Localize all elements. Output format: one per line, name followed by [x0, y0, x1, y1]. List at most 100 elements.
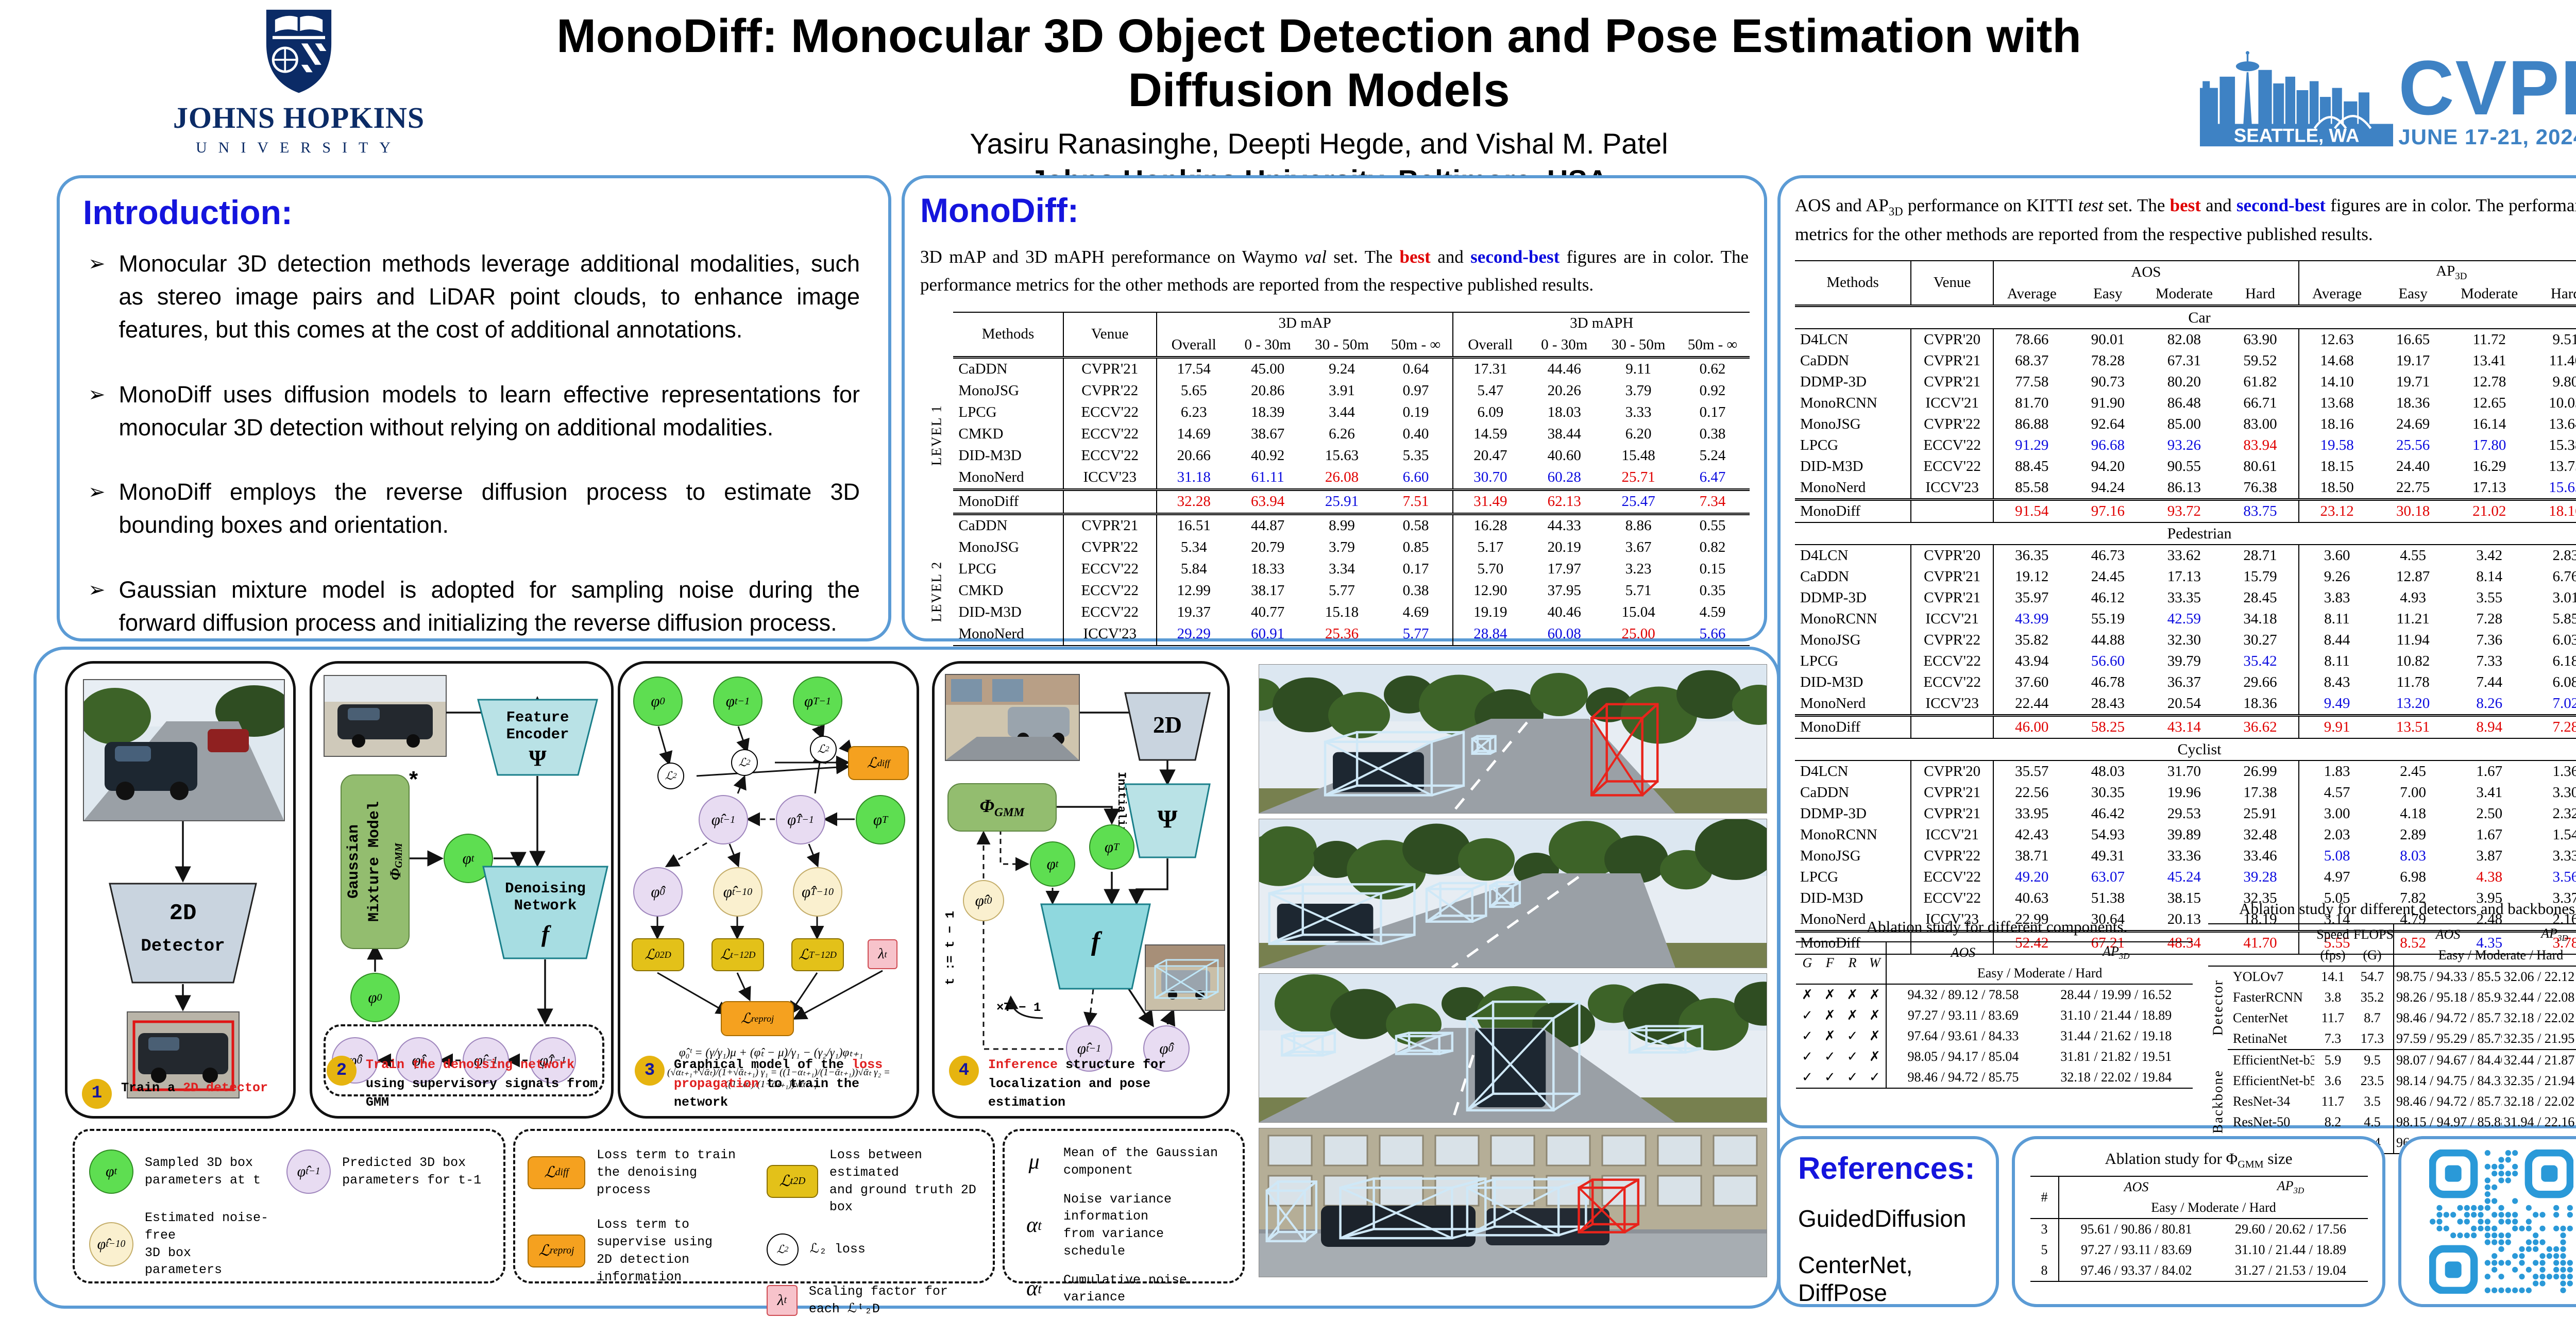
- table-row: DID-M3D ECCV'22 40.63 51.38 38.15 32.35 5.05 7.…: [1795, 888, 2576, 909]
- times-T-1-label: ×T − 1: [996, 1001, 1041, 1015]
- table-row: CaDDN CVPR'21 68.37 78.28 67.31 59.52 14.68 19.…: [1795, 350, 2576, 372]
- poster-title: MonoDiff: Monocular 3D Object Detection …: [556, 10, 2081, 116]
- step1-caption: 1 Train a 2D detector: [82, 1079, 284, 1109]
- table-row: DID-M3D ECCV'22 37.60 46.78 36.37 29.66 8.43 11…: [1795, 672, 2576, 694]
- 2d-detector-label: 2D: [169, 901, 197, 926]
- table-row: MonoJSG CVPR'22 86.88 92.64 85.00 83.00 18.16 2…: [1795, 414, 2576, 435]
- table-row: ✗ ✗ ✗ ✗ 94.32 / 89.12 / 78.58 28.44 / 19.99 /…: [1796, 984, 2193, 1006]
- table-row: DID-M3D ECCV'22 20.66 40.92 15.63 5.35 20.47 40…: [920, 445, 1750, 467]
- authors: Yasiru Ranasinghe, Deepti Hegde, and Vis…: [970, 127, 1668, 160]
- references-panel: References: GuidedDiffusion CenterNet, D…: [1777, 1136, 1999, 1307]
- ablation-detectors-title: Ablation study for different detectors a…: [2239, 900, 2576, 918]
- table-row: LPCG ECCV'22 43.94 56.60 39.79 35.42 8.11 10.82…: [1795, 651, 2576, 672]
- phih-Tm1-node: φ̂ T−1: [530, 1037, 576, 1084]
- cvpr-location: SEATTLE, WA: [2234, 125, 2360, 146]
- reference-line: GuidedDiffusion: [1798, 1205, 1967, 1232]
- phih-tm1-node: φ̂ t−1: [1066, 1025, 1112, 1072]
- title-block: MonoDiff: Monocular 3D Object Detection …: [453, 9, 2184, 197]
- reference-line: CenterNet, DiffPose: [1798, 1252, 1913, 1306]
- t-decrement-label: t := t − 1: [944, 911, 958, 986]
- table-row: LEVEL 2 CaDDN CVPR'21 16.51 44.87 8.99 0.58 16.…: [920, 512, 1750, 622]
- denoiser-shape: [1040, 903, 1151, 990]
- phih0-tm1-node: φ̂ t−1 0: [713, 867, 762, 917]
- legend-item: μ Mean of the Gaussian component: [1028, 1145, 1218, 1178]
- table-row: MonoJSG CVPR'22 5.34 20.79 3.79 0.85 5.17 20.19…: [920, 536, 1750, 559]
- introduction-heading: Introduction:: [83, 193, 293, 231]
- table-row: MonoRCNN ICCV'21 81.70 91.90 86.48 66.71 13.68…: [1795, 393, 2576, 414]
- step2-caption: 2 Train the denoising network using supe…: [327, 1056, 602, 1112]
- table-row: D4LCN CVPR'20 36.35 46.73 33.62 28.71 3.60 4.55…: [1795, 545, 2576, 567]
- section-row: Pedestrian: [1795, 522, 2576, 546]
- table-row: CMKD ECCV'22 14.69 38.67 6.26 0.40 14.59 38.44 6…: [920, 423, 1750, 445]
- monodiff-panel: MonoDiff: 3D mAP and 3D mAPH pereformanc…: [902, 175, 1767, 670]
- jhu-name: JOHNS HOPKINS: [173, 101, 425, 134]
- intro-bullet: ➢ Gaussian mixture model is adopted for s…: [88, 577, 860, 636]
- table-row: D4LCN CVPR'20 35.57 48.03 31.70 26.99 1.83 2.45…: [1795, 760, 2576, 783]
- ablation-detectors-table: Speed FLOPS AOS AP3D (fps) (G) Easy / Moderate…: [2208, 923, 2576, 1155]
- 2d-detector-shape: [109, 883, 257, 984]
- qr-panel: [2398, 1136, 2576, 1307]
- table-row: CaDDN CVPR'21 22.56 30.35 19.96 17.38 4.57 7.00…: [1795, 782, 2576, 804]
- cvpr-logo: SEATTLE, WA CVPR JUNE 17-21, 2024: [2200, 21, 2576, 155]
- result-image: [1259, 973, 1767, 1123]
- table-row: 3 95.61 / 90.86 / 80.81 29.60 / 20.62 / 17…: [2030, 1219, 2368, 1240]
- phih0-Tm1-node: φ̂ T−1 0: [793, 867, 842, 917]
- references-heading: References:: [1798, 1151, 1975, 1186]
- waymo-caption: 3D mAP and 3D mAPH pereformance on Waymo…: [920, 247, 1749, 295]
- phih-0-node: φ̂0: [633, 867, 683, 917]
- table-row: MonoDiff 32.28 63.94 25.91 7.51 31.49 62.13 25.…: [920, 488, 1750, 514]
- table-row: LPCG ECCV'22 91.29 96.68 93.26 83.94 19.58 25.5…: [1795, 435, 2576, 456]
- section-row: Car: [1795, 305, 2576, 330]
- intro-bullet: ➢ MonoDiff uses diffusion models to learn…: [88, 381, 860, 441]
- table-row: FasterRCNN 3.8 35.2 98.26 / 95.18 / 85.94 32…: [2208, 987, 2576, 1008]
- legend-item: λ t Scaling factor for each ℒᵗ₂D: [766, 1283, 980, 1318]
- table-row: 8 97.46 / 93.37 / 84.02 31.27 / 21.53 / 19…: [2030, 1260, 2368, 1282]
- step3-caption: 3 Graphical model of the loss propagatio…: [635, 1056, 907, 1112]
- kitti-caption: AOS and AP3D performance on KITTI test s…: [1795, 195, 2576, 245]
- table-row: RetinaNet 7.3 17.3 97.59 / 95.29 / 85.79 32.…: [2208, 1028, 2576, 1050]
- table-row: EfficientNet-b5 3.6 23.5 98.14 / 94.75 / 84…: [2208, 1071, 2576, 1092]
- seattle-skyline-icon: SEATTLE, WA: [2200, 51, 2394, 147]
- legend-item: φ̂ t−1 0 Estimated noise-free 3D box parame…: [89, 1209, 273, 1279]
- denoising-network-shape: [482, 866, 608, 959]
- phih0-t-node: φ̂ t 0: [963, 880, 1004, 921]
- step4-caption: 4 Inference structure for localization a…: [949, 1056, 1218, 1112]
- cvpr-name: CVPR: [2398, 44, 2576, 131]
- input-image: [83, 679, 285, 821]
- table-row: MonoNerd ICCV'23 31.18 61.11 26.08 6.60 30.70 6…: [920, 466, 1750, 489]
- table-row: CMKD ECCV'22 12.99 38.17 5.77 0.38 12.90 37.95 5…: [920, 580, 1750, 602]
- table-row: DID-M3D ECCV'22 19.37 40.77 15.18 4.69 19.19 40…: [920, 601, 1750, 623]
- table-row: ResNet-34 11.7 3.5 98.46 / 94.72 / 85.75 32.…: [2208, 1091, 2576, 1112]
- table-row: 5 97.27 / 93.11 / 83.69 31.10 / 21.44 / 18…: [2030, 1240, 2368, 1261]
- phi-tm1-node: φ t−1: [713, 677, 762, 726]
- introduction-bullets: ➢ Monocular 3D detection methods leverage…: [88, 247, 860, 639]
- table-row: LPCG ECCV'22 6.23 18.39 3.44 0.19 6.09 18.03 3.3…: [920, 401, 1750, 424]
- table-row: MonoNerd ICCV'23 22.44 28.43 20.54 18.36 9.49 1…: [1795, 693, 2576, 716]
- result-image: [1259, 664, 1767, 814]
- table-row: MonoRCNN ICCV'21 42.43 54.93 39.89 32.48 2.03 2…: [1795, 824, 2576, 846]
- intro-bullet: ➢ MonoDiff employs the reverse diffusion …: [88, 479, 860, 538]
- legend-item: φ̂ t−1 Predicted 3D box parameters for t-1: [286, 1149, 489, 1194]
- legend-item: ᾱ t Cumulative noise variance: [1026, 1272, 1188, 1305]
- introduction-panel: Introduction: ➢ Monocular 3D detection me…: [57, 175, 891, 641]
- table-row: MonoDiff 91.54 97.16 93.72 83.75 23.12 30.18 21…: [1795, 498, 2576, 523]
- phi-Tm1-node: φ T−1: [793, 677, 842, 726]
- gmm-ablation-title: Ablation study for ΦGMM size: [2105, 1149, 2293, 1171]
- table-row: LEVEL 1 CaDDN CVPR'21 17.54 45.00 9.24 0.64 17.…: [920, 357, 1750, 466]
- step2-train-denoising: Feature Encoder Ψ Gaussian Mixture Model …: [310, 661, 614, 1119]
- output-image: [1145, 944, 1225, 1011]
- frozen-asterisk: *: [409, 767, 418, 792]
- reverse-chain-box: [324, 1024, 604, 1096]
- gmm-ablation-panel: Ablation study for ΦGMM size # AOS AP3D Eas…: [2012, 1136, 2385, 1307]
- 2d-detector-shape: [1124, 692, 1211, 761]
- table-row: DDMP-3D CVPR'21 35.97 46.12 33.35 28.45 3.83 4.…: [1795, 587, 2576, 609]
- kitti-table: Methods Venue AOS AP3D Average Easy Moderate Ha…: [1795, 260, 2576, 955]
- section-row: Cyclist: [1795, 738, 2576, 762]
- qualitative-results: [1259, 664, 1767, 1282]
